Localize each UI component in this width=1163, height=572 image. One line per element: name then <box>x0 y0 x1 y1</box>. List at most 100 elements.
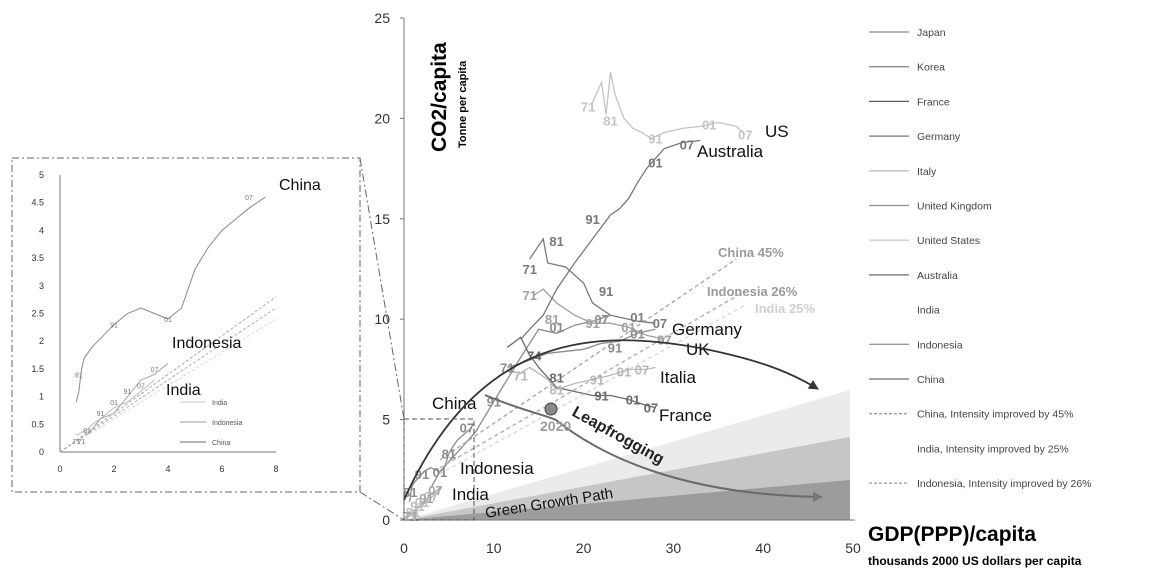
legend-label-china: China <box>917 374 945 386</box>
year-label-korea: 07 <box>594 312 608 327</box>
inset-line-china <box>75 196 266 403</box>
inset-x-tick-label: 6 <box>219 464 224 474</box>
inset-line-indonesia <box>86 363 169 436</box>
series-line-india-intensity-improved-by-25 <box>439 304 746 475</box>
year-label-germany: 91 <box>599 284 613 299</box>
year-label-france: 81 <box>549 370 563 385</box>
year-label-japan: 71 <box>500 360 514 375</box>
year-label-france: 91 <box>594 389 608 404</box>
legend-label-india-intensity-improved-by-25: India, Intensity improved by 25% <box>917 443 1069 455</box>
year-label-china: 07 <box>460 421 474 436</box>
year-label-korea: 91 <box>487 395 501 410</box>
year-label-united-states: 07 <box>738 127 752 142</box>
year-label-italy: 81 <box>549 382 563 397</box>
year-label-australia: 91 <box>585 212 599 227</box>
year-label-united-kingdom: 81 <box>545 312 559 327</box>
country-label-united-states: US <box>765 122 789 141</box>
country-label-india: India <box>452 485 489 504</box>
inset-legend-label: China <box>212 440 230 447</box>
business-as-usual-arrow <box>403 339 819 501</box>
inset-connector-bottom <box>359 491 405 521</box>
year-label-china: 01 <box>433 465 447 480</box>
inset-line-indonesia-intensity-improved-by-26 <box>59 307 277 453</box>
y-tick-label: 10 <box>374 311 390 327</box>
country-label-france: France <box>659 406 712 425</box>
inset-x-tick-label: 2 <box>111 464 116 474</box>
inset-india-label: India <box>166 382 201 399</box>
legend-label-china-intensity-improved-by-45: China, Intensity improved by 45% <box>917 409 1073 421</box>
inset-year-label: 71 <box>72 439 80 446</box>
inset-year-label: 07 <box>245 195 253 202</box>
x-tick-label: 20 <box>576 540 592 556</box>
y-axis-title: CO2/capita <box>428 42 451 152</box>
year-label-italy: 91 <box>590 372 604 387</box>
year-label-germany: 81 <box>549 234 563 249</box>
y-tick-label: 15 <box>374 211 390 227</box>
inset-x-tick-label: 0 <box>57 464 62 474</box>
x-axis-unit: thousands 2000 US dollars per capita <box>868 554 1082 568</box>
year-label-italy: 71 <box>514 368 528 383</box>
x-ticks: 0 10 20 30 40 50 <box>400 540 861 556</box>
series-line-japan <box>507 328 656 369</box>
y-tick-label: 20 <box>374 110 390 126</box>
inset-year-label: 91 <box>97 411 105 418</box>
inset-y-tick-label: 2 <box>39 336 44 346</box>
year-label-germany: 07 <box>653 316 667 331</box>
legend-label-united-kingdom: United Kingdom <box>917 201 992 213</box>
inset-y-tick-label: 4 <box>39 225 44 235</box>
legend-label-germany: Germany <box>917 131 961 143</box>
series-line-indonesia-intensity-improved-by-26 <box>439 290 746 469</box>
year-label-korea: 01 <box>549 320 563 335</box>
y-axis-unit: Tonne per capita <box>457 60 469 148</box>
y-tick-label: 0 <box>382 512 390 528</box>
country-label-italy: Italia <box>660 368 696 387</box>
series-line-indonesia <box>412 487 441 515</box>
series-line-china <box>408 427 473 503</box>
inset-y-tick-label: 3 <box>39 281 44 291</box>
year-label-indonesia: 91 <box>419 491 433 506</box>
point-2020 <box>544 402 558 416</box>
series-line-germany <box>529 237 656 324</box>
year-label-united-states: 01 <box>702 117 716 132</box>
year-label-united-kingdom: 01 <box>621 320 635 335</box>
legend-label-japan: Japan <box>917 27 946 39</box>
year-label-united-states: 81 <box>603 113 617 128</box>
x-tick-label: 50 <box>845 540 861 556</box>
legend-label-united-states: United States <box>917 235 980 247</box>
inset-y-tick-label: 5 <box>39 170 44 180</box>
inset-connector-top <box>359 157 405 420</box>
inset-legend-label: India <box>212 400 227 407</box>
year-label-indonesia: 71 <box>404 509 418 524</box>
legend-label-australia: Australia <box>917 270 958 282</box>
inset-series <box>59 196 277 453</box>
year-label-france: 07 <box>644 401 658 416</box>
x-tick-label: 10 <box>486 540 502 556</box>
year-label-germany: 01 <box>630 310 644 325</box>
country-label-indonesia: Indonesia <box>460 459 534 478</box>
inset-legend-label: Indonesia <box>212 420 242 427</box>
year-label-india: 71 <box>402 509 416 524</box>
series-line-italy <box>515 366 656 391</box>
year-label-italy: 07 <box>635 362 649 377</box>
inset-x-tick-label: 4 <box>165 464 170 474</box>
series-line-united-states <box>592 72 746 140</box>
year-label-japan: 91 <box>608 340 622 355</box>
series-line-united-kingdom <box>533 288 665 340</box>
x-tick-label: 30 <box>666 540 682 556</box>
x-tick-label: 40 <box>755 540 771 556</box>
country-label-china-intensity-improved-by-45: China 45% <box>718 245 784 260</box>
legend-label-india: India <box>917 305 940 317</box>
legend-label-france: France <box>917 96 950 108</box>
year-label-india: 81 <box>406 505 420 520</box>
inset-year-label: 01 <box>164 317 172 324</box>
inset-y-tick-label: 0.5 <box>31 419 44 429</box>
inset-year-label: 81 <box>75 372 83 379</box>
year-label-korea: 81 <box>442 447 456 462</box>
x-tick-label: 0 <box>400 540 408 556</box>
point-2020-label: 2020 <box>540 418 571 434</box>
